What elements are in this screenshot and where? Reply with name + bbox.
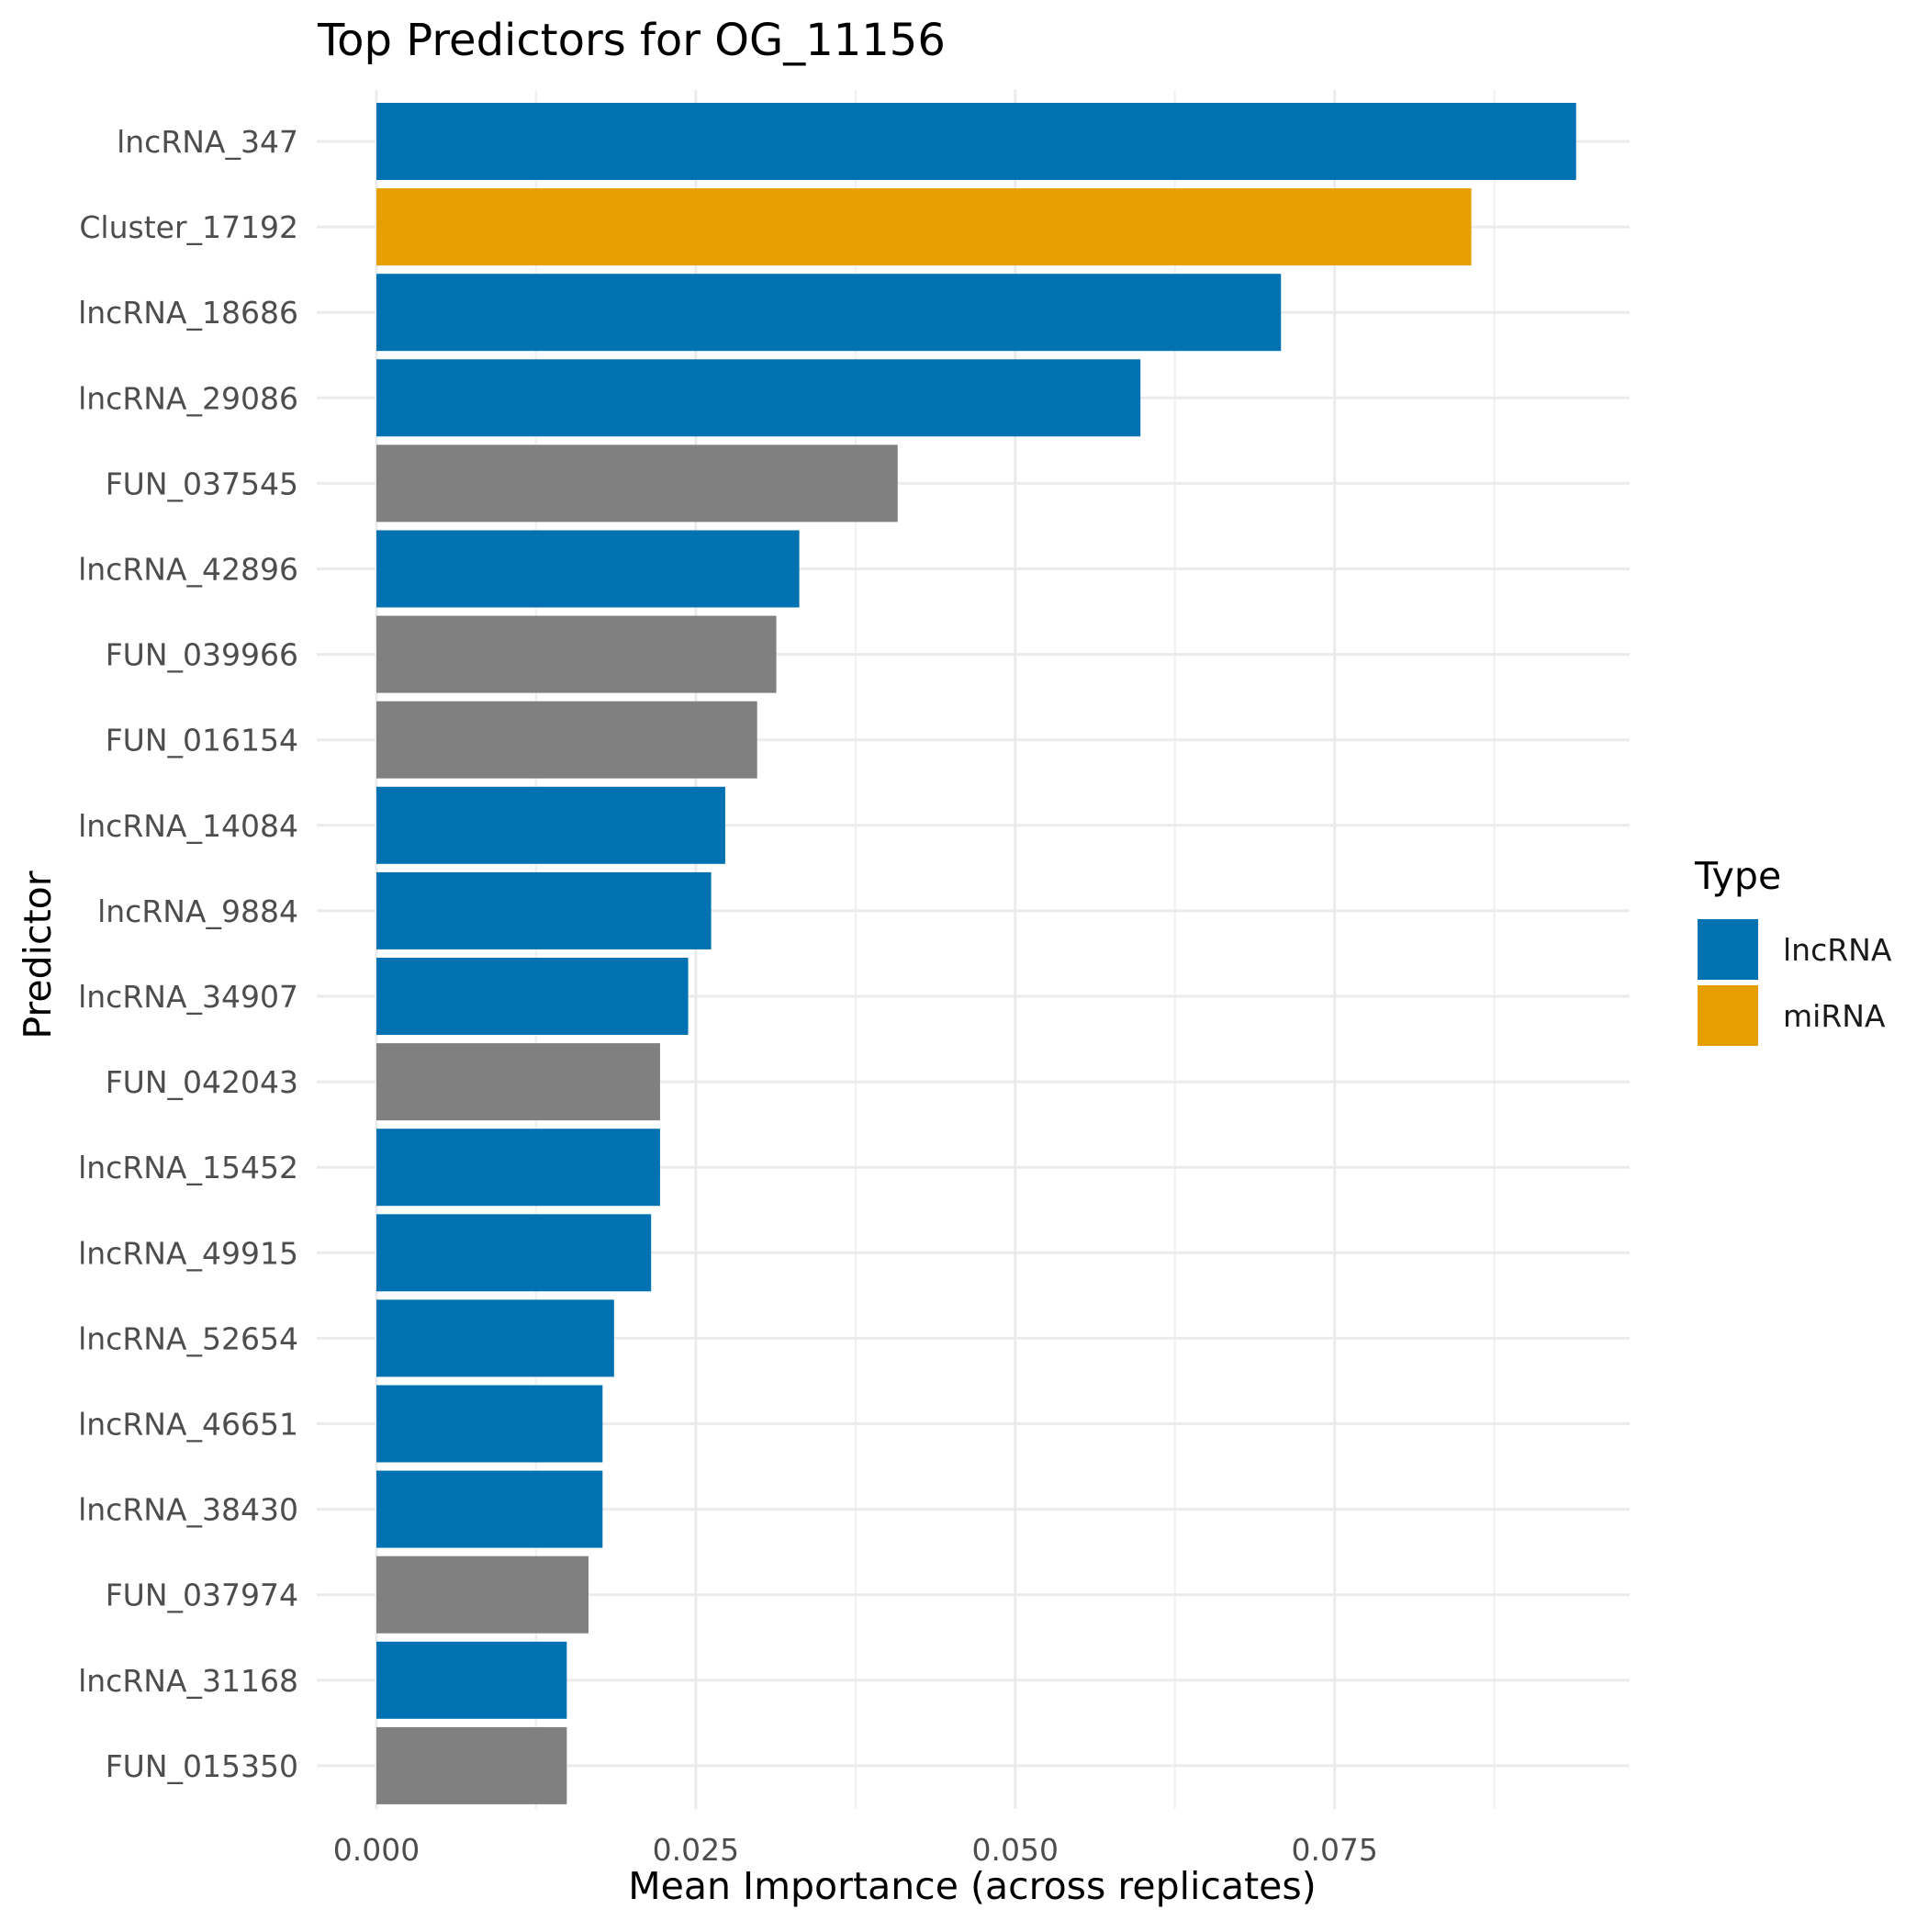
bars-layer xyxy=(376,103,1576,1804)
x-tick-label: 0.075 xyxy=(1291,1832,1377,1868)
y-tick-label: lncRNA_29086 xyxy=(78,380,298,416)
bar xyxy=(376,1129,660,1207)
y-tick-label: lncRNA_31168 xyxy=(78,1663,298,1699)
bar xyxy=(376,1641,567,1719)
y-tick-label: lncRNA_18686 xyxy=(78,295,298,331)
bar xyxy=(376,359,1141,437)
y-axis-title: Predictor xyxy=(16,871,60,1039)
y-tick-label: lncRNA_9884 xyxy=(97,893,298,929)
legend-swatch-lncrna xyxy=(1698,919,1758,980)
legend-swatch-mirna xyxy=(1698,985,1758,1046)
y-tick-label: FUN_039966 xyxy=(106,637,298,673)
bar xyxy=(376,1470,603,1548)
y-tick-label: lncRNA_38430 xyxy=(78,1492,298,1528)
y-tick-label: FUN_042043 xyxy=(106,1064,298,1100)
legend-label-lncrna: lncRNA xyxy=(1783,932,1892,968)
bar xyxy=(376,1556,589,1634)
bar xyxy=(376,1385,603,1463)
y-tick-label: FUN_037974 xyxy=(106,1578,298,1613)
chart-title: Top Predictors for OG_11156 xyxy=(317,15,946,66)
y-tick-label: lncRNA_34907 xyxy=(78,979,298,1015)
y-tick-labels: lncRNA_347 Cluster_17192 lncRNA_18686 lncRN… xyxy=(78,124,298,1784)
bar xyxy=(376,615,777,693)
y-tick-label: lncRNA_46651 xyxy=(78,1407,298,1443)
y-tick-label: FUN_015350 xyxy=(106,1748,298,1784)
x-tick-labels: 0.000 0.025 0.050 0.075 xyxy=(333,1832,1378,1868)
bar xyxy=(376,701,757,779)
bar xyxy=(376,958,689,1035)
x-tick-label: 0.025 xyxy=(653,1832,739,1868)
y-tick-label: lncRNA_347 xyxy=(117,124,298,160)
legend-title: Type xyxy=(1694,854,1781,898)
x-tick-label: 0.000 xyxy=(333,1832,420,1868)
bar xyxy=(376,103,1576,180)
legend-label-mirna: miRNA xyxy=(1783,998,1886,1034)
y-tick-label: lncRNA_49915 xyxy=(78,1235,298,1271)
bar xyxy=(376,1726,567,1804)
y-tick-label: lncRNA_42896 xyxy=(78,552,298,588)
y-tick-label: lncRNA_52654 xyxy=(78,1320,298,1356)
bar xyxy=(376,274,1282,352)
legend: Type lncRNA miRNA xyxy=(1694,854,1892,1046)
bar xyxy=(376,1214,652,1292)
bar xyxy=(376,444,898,522)
x-tick-label: 0.050 xyxy=(972,1832,1059,1868)
y-tick-label: lncRNA_14084 xyxy=(78,808,298,844)
y-tick-label: Cluster_17192 xyxy=(79,209,298,245)
y-tick-label: FUN_037545 xyxy=(106,466,298,501)
y-tick-label: lncRNA_15452 xyxy=(78,1150,298,1185)
bar xyxy=(376,188,1472,266)
bar xyxy=(376,1043,660,1121)
bar xyxy=(376,871,712,949)
x-axis-title: Mean Importance (across replicates) xyxy=(628,1864,1317,1908)
bar xyxy=(376,786,725,864)
bar xyxy=(376,1299,614,1377)
y-tick-label: FUN_016154 xyxy=(106,723,298,758)
bar xyxy=(376,530,800,608)
